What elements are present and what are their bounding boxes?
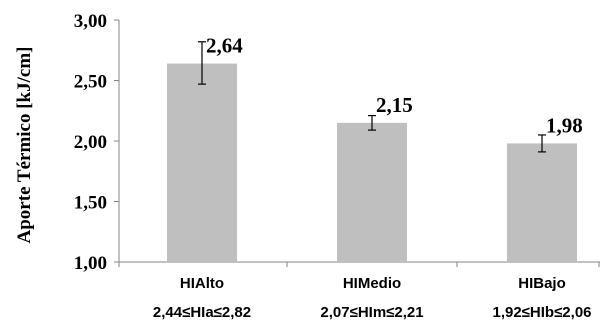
- x-tick-label: HIBajo: [518, 275, 566, 292]
- y-tick-label: 2,00: [74, 132, 107, 153]
- data-label: 2,15: [376, 93, 413, 117]
- y-tick-label: 2,50: [74, 72, 107, 93]
- x-tick-sublabel: 2,07≤HIm≤2,21: [320, 304, 423, 321]
- x-tick-sublabel: 1,92≤HIb≤2,06: [492, 304, 591, 321]
- x-tick-label: HIMedio: [343, 275, 401, 292]
- y-tick-label: 1,00: [74, 253, 107, 274]
- bar: [337, 122, 407, 262]
- x-tick-label: HIAlto: [180, 275, 224, 292]
- y-axis-label: Aporte Térmico [kJ/cm]: [14, 47, 35, 244]
- y-tick-label: 1,50: [74, 193, 107, 214]
- x-tick-sublabel: 2,44≤HIa≤2,82: [153, 304, 251, 321]
- y-tick-label: 3,00: [74, 11, 107, 32]
- data-label: 2,64: [206, 34, 243, 58]
- bar: [507, 143, 577, 262]
- chart-bars: [167, 41, 577, 263]
- chart-labels: 1,00 1,50 2,00 2,50 3,00 2,64 HIAlto 2,44≤HIa≤2…: [74, 11, 592, 321]
- data-label: 1,98: [546, 113, 583, 137]
- bar: [167, 63, 237, 263]
